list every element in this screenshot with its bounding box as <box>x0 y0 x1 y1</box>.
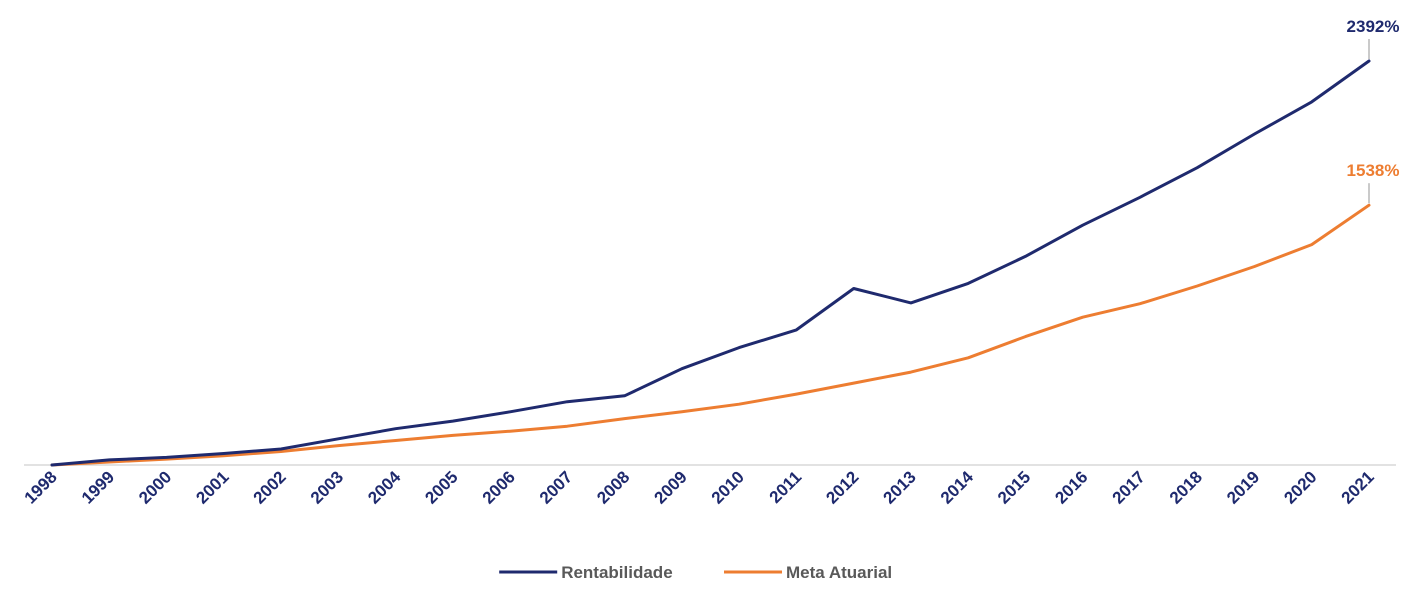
x-tick-label: 2002 <box>250 467 290 507</box>
x-tick-label: 2003 <box>307 467 347 507</box>
end-label-rentabilidade: 2392% <box>1347 17 1400 36</box>
legend: Rentabilidade Meta Atuarial <box>499 563 892 582</box>
x-tick-label: 2021 <box>1338 467 1378 507</box>
x-tick-label: 2004 <box>364 467 405 508</box>
x-tick-label: 2020 <box>1280 467 1320 507</box>
x-tick-label: 2017 <box>1109 467 1149 507</box>
x-tick-label: 2008 <box>593 467 633 507</box>
series-line-meta-atuarial <box>50 203 1371 467</box>
x-tick-label: 1998 <box>21 467 61 507</box>
x-tick-label: 2007 <box>536 467 576 507</box>
x-tick-label: 2011 <box>766 467 806 507</box>
legend-label-meta-atuarial: Meta Atuarial <box>786 563 892 582</box>
x-tick-label: 2018 <box>1166 467 1206 507</box>
end-labels: 2392% 1538% <box>1347 17 1400 204</box>
series-layer <box>50 59 1371 467</box>
end-label-meta-atuarial: 1538% <box>1347 161 1400 180</box>
x-tick-label: 2001 <box>192 467 232 507</box>
x-tick-label: 2009 <box>651 467 691 507</box>
x-tick-label: 2015 <box>994 467 1034 507</box>
x-tick-label: 1999 <box>78 467 118 507</box>
x-tick-label: 2010 <box>708 467 748 507</box>
x-tick-label: 2016 <box>1051 467 1091 507</box>
x-tick-label: 2000 <box>135 467 175 507</box>
x-tick-label: 2013 <box>880 467 920 507</box>
x-tick-label: 2019 <box>1223 467 1263 507</box>
x-tick-labels: 1998 1999 2000 2001 2002 2003 2004 2005 2006 2007… <box>21 467 1378 508</box>
series-line-rentabilidade <box>50 59 1371 467</box>
x-tick-label: 2014 <box>937 467 978 508</box>
x-tick-label: 2012 <box>822 467 862 507</box>
x-tick-label: 2006 <box>479 467 519 507</box>
legend-label-rentabilidade: Rentabilidade <box>561 563 672 582</box>
x-tick-label: 2005 <box>421 467 461 507</box>
